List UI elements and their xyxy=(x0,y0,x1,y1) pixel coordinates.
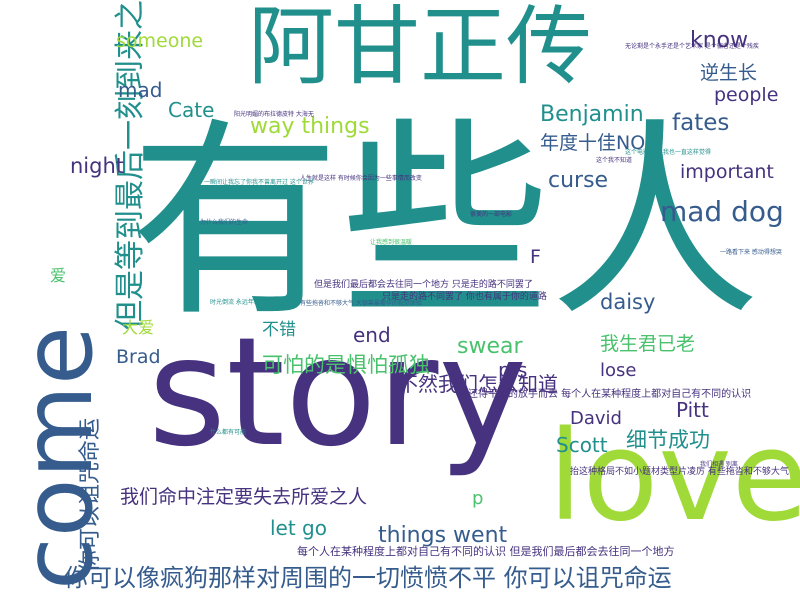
cloud-word: fates xyxy=(672,110,730,136)
cloud-word: mad dog xyxy=(660,195,784,228)
cloud-word: 时光倒流 永远年轻 xyxy=(210,299,260,306)
cloud-word: love xyxy=(548,405,800,549)
cloud-word: 什么都有可能 xyxy=(210,429,247,436)
cloud-word: Cate xyxy=(168,98,215,122)
cloud-word: 年度十佳NO xyxy=(540,132,646,154)
cloud-word: story xyxy=(148,306,528,480)
cloud-word: 我们相遇 别离 xyxy=(700,461,738,468)
cloud-word: 人生就是这样 有时候你会因为一些事情而改变 xyxy=(300,175,422,182)
cloud-word: 让我感到很温暖 xyxy=(370,239,413,246)
cloud-word: Brad xyxy=(116,346,161,368)
cloud-word: 为什么我们的生命 xyxy=(200,219,249,226)
cloud-word: 无论剩是个永手还是个艺术家 是个骗者还是个残疾 xyxy=(625,43,759,50)
cloud-word: 有些人 xyxy=(130,100,761,345)
cloud-word: Benjamin xyxy=(540,102,644,127)
cloud-word: lose xyxy=(600,360,637,381)
cloud-word: 但是我们最后都会去往同一个地方 只是走的路不同罢了 xyxy=(314,280,533,290)
cloud-word: p s xyxy=(498,358,528,382)
cloud-word: 只是走的路不同罢了 你也有属于你的道路 xyxy=(382,292,547,302)
cloud-word: important xyxy=(680,161,774,183)
cloud-word: mad xyxy=(118,78,163,102)
cloud-word: 你可以诅咒命运 xyxy=(78,417,103,572)
cloud-word: Scott xyxy=(556,433,608,457)
cloud-word: 一瞬间让我忘了你我不曾离开过 这个世界 xyxy=(204,179,314,186)
cloud-word: p xyxy=(472,488,484,509)
cloud-word: someone xyxy=(116,30,204,52)
cloud-word: 可怕的是惧怕孤独 xyxy=(262,353,430,377)
cloud-word: way things xyxy=(250,114,370,139)
cloud-word: Pitt xyxy=(676,398,709,422)
cloud-word: 一路看下来 感动得想哭 xyxy=(720,249,782,256)
cloud-word: 你还得平静的放手而去 每个人在某种程度上都对自己有不同的认识 xyxy=(458,389,752,400)
cloud-word: let go xyxy=(270,516,327,540)
cloud-word: night xyxy=(70,154,125,178)
cloud-word: 大爱 xyxy=(122,318,155,337)
cloud-word: 抬这种格局不如小题材类型片凌厉 有些拖沓和不够大气 xyxy=(570,467,789,477)
cloud-word: know xyxy=(690,28,749,53)
cloud-word: 这个电影好看 我也一直这样觉得 xyxy=(625,149,711,156)
cloud-word: 阿甘正传 xyxy=(248,0,592,97)
cloud-word: 阳光明媚的布拉德皮特 大海无 xyxy=(234,111,314,118)
cloud-word: 每个人在某种程度上都对自己有不同的认识 但是我们最后都会去往同一个地方 xyxy=(297,545,675,558)
cloud-word: 不错 xyxy=(262,320,296,340)
cloud-word: swear xyxy=(457,334,523,359)
cloud-word: 很美的一部电影 xyxy=(470,211,513,218)
cloud-word: 有些拖沓和不够大气 大银幕最奢华的视觉体验 xyxy=(300,300,422,307)
cloud-word: 我们命中注定要失去所爱之人 xyxy=(120,486,368,508)
cloud-word: 不然我们怎么知道 xyxy=(398,372,558,396)
cloud-word: people xyxy=(714,84,779,106)
cloud-word: 逆生长 xyxy=(700,62,758,84)
cloud-word: end xyxy=(353,323,391,347)
cloud-word: curse xyxy=(548,168,609,193)
cloud-word: 你可以像疯狗那样对周围的一切愤愤不平 你可以诅咒命运 xyxy=(64,564,672,592)
cloud-word: things went xyxy=(378,523,508,548)
cloud-word: 这个我不知道 xyxy=(596,157,633,164)
cloud-word: 细节成功 xyxy=(626,428,710,452)
cloud-word: F xyxy=(530,246,541,268)
cloud-word: 我生君已老 xyxy=(600,333,696,355)
cloud-word: David xyxy=(570,408,622,429)
cloud-word: daisy xyxy=(600,290,656,314)
cloud-word: 爱 xyxy=(50,266,67,285)
